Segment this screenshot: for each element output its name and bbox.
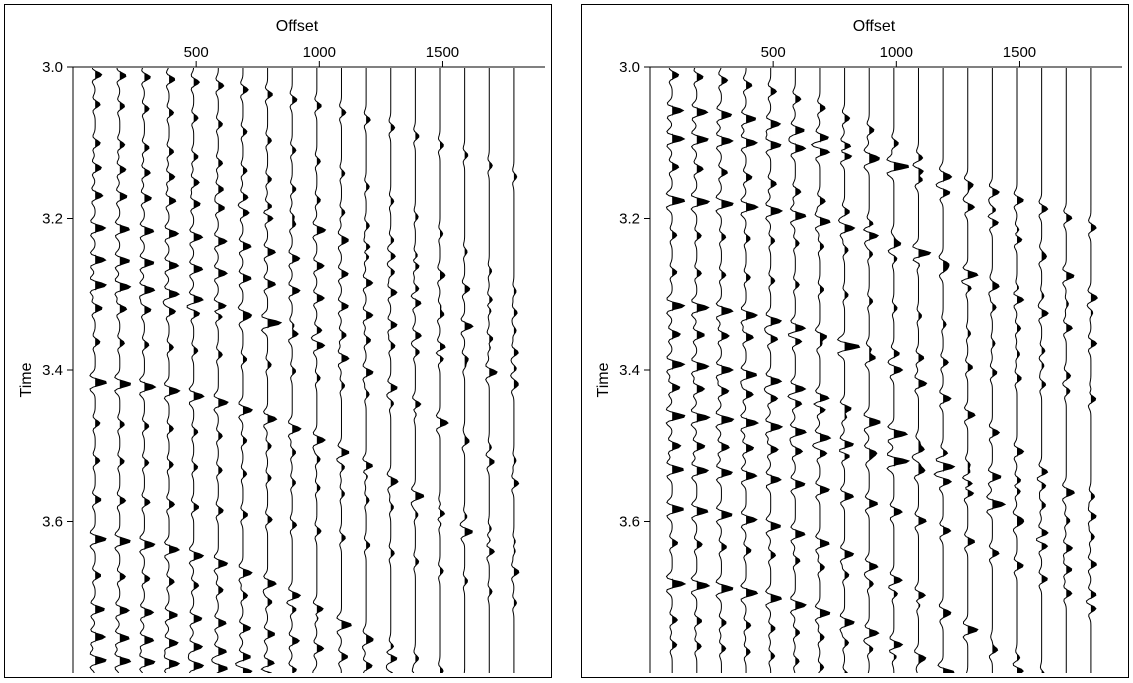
trace-line	[933, 68, 956, 673]
y-tick-label: 3.0	[42, 59, 63, 76]
trace-line	[862, 68, 881, 673]
trace-fill	[390, 68, 399, 673]
trace-fill	[341, 68, 352, 673]
trace-line	[435, 68, 449, 673]
trace-fill	[869, 68, 880, 673]
trace-line	[459, 68, 474, 673]
trace-line	[1012, 68, 1025, 673]
trace-line	[362, 68, 374, 673]
x-tick-label: 1000	[303, 44, 336, 61]
trace-fill	[440, 68, 449, 673]
trace-fill	[1066, 68, 1075, 673]
trace-fill	[95, 68, 107, 673]
trace-line	[162, 68, 181, 673]
trace-fill	[893, 68, 909, 673]
trace-line	[260, 68, 283, 673]
x-tick-label: 1500	[426, 44, 459, 61]
y-tick-label: 3.2	[42, 211, 63, 228]
trace-line	[740, 68, 760, 673]
trace-line	[886, 68, 911, 673]
seismic-panel-right: 500 1000 1500 Offset 3.0 3.2 3.4 3.6 Time	[581, 4, 1129, 678]
trace-fill	[218, 68, 229, 673]
y-tick-label: 3.4	[619, 362, 640, 379]
x-tick-label: 500	[184, 44, 209, 61]
seismic-panel-left: 500 1000 1500 Offset 3.0 3.2 3.4 3.6 Time	[4, 4, 552, 678]
trace-fill	[489, 68, 498, 673]
trace-fill	[672, 68, 686, 673]
trace-line	[1036, 68, 1049, 673]
trace-fill	[119, 68, 131, 673]
trace-line	[787, 68, 807, 673]
y-axis-title: Time	[595, 362, 612, 397]
trace-fill	[770, 68, 783, 673]
y-tick-label: 3.6	[42, 514, 63, 531]
trace-fill	[267, 68, 282, 673]
trace-fill	[292, 68, 301, 673]
y-tick-label: 3.0	[619, 59, 640, 76]
x-tick-label: 1000	[880, 44, 913, 61]
trace-line	[510, 68, 520, 673]
trace-fill	[844, 68, 860, 673]
y-tick-label: 3.4	[42, 362, 63, 379]
trace-fill	[1041, 68, 1049, 673]
trace-line	[960, 68, 979, 673]
trace-line	[235, 68, 254, 673]
trace-line	[763, 68, 784, 673]
trace-fill	[242, 68, 253, 673]
wiggle-plot-left: 500 1000 1500 Offset 3.0 3.2 3.4 3.6 Time	[18, 18, 545, 673]
y-tick-label: 3.2	[619, 211, 640, 228]
trace-line	[310, 68, 327, 673]
trace-line	[385, 68, 399, 673]
y-axis-title: Time	[18, 362, 35, 397]
trace-fill	[415, 68, 424, 673]
x-axis-title: Offset	[276, 18, 319, 35]
trace-fill	[513, 68, 519, 673]
trace-line	[1085, 68, 1098, 673]
trace-group	[89, 68, 520, 673]
trace-line	[715, 68, 735, 673]
trace-fill	[144, 68, 156, 673]
trace-fill	[1090, 68, 1098, 673]
trace-line	[336, 68, 352, 673]
trace-line	[114, 68, 132, 673]
wiggle-plot-right: 500 1000 1500 Offset 3.0 3.2 3.4 3.6 Time	[595, 18, 1122, 673]
trace-line	[211, 68, 229, 673]
trace-fill	[721, 68, 734, 673]
trace-line	[139, 68, 157, 673]
trace-line	[665, 68, 687, 673]
x-tick-label: 500	[761, 44, 786, 61]
trace-fill	[943, 68, 955, 673]
trace-line	[986, 68, 1007, 673]
trace-group	[665, 68, 1098, 673]
trace-line	[186, 68, 205, 673]
trace-line	[911, 68, 932, 673]
trace-fill	[746, 68, 758, 673]
trace-line	[286, 68, 302, 673]
trace-line	[810, 68, 832, 673]
trace-fill	[819, 68, 831, 673]
trace-line	[485, 68, 498, 673]
trace-fill	[918, 68, 931, 673]
trace-fill	[1017, 68, 1024, 673]
trace-line	[836, 68, 861, 673]
trace-line	[410, 68, 425, 673]
trace-line	[690, 68, 711, 673]
x-tick-label: 1500	[1003, 44, 1036, 61]
x-axis-title: Offset	[853, 18, 896, 35]
trace-fill	[795, 68, 807, 673]
trace-line	[1062, 68, 1075, 673]
y-tick-label: 3.6	[619, 514, 640, 531]
trace-line	[89, 68, 107, 673]
